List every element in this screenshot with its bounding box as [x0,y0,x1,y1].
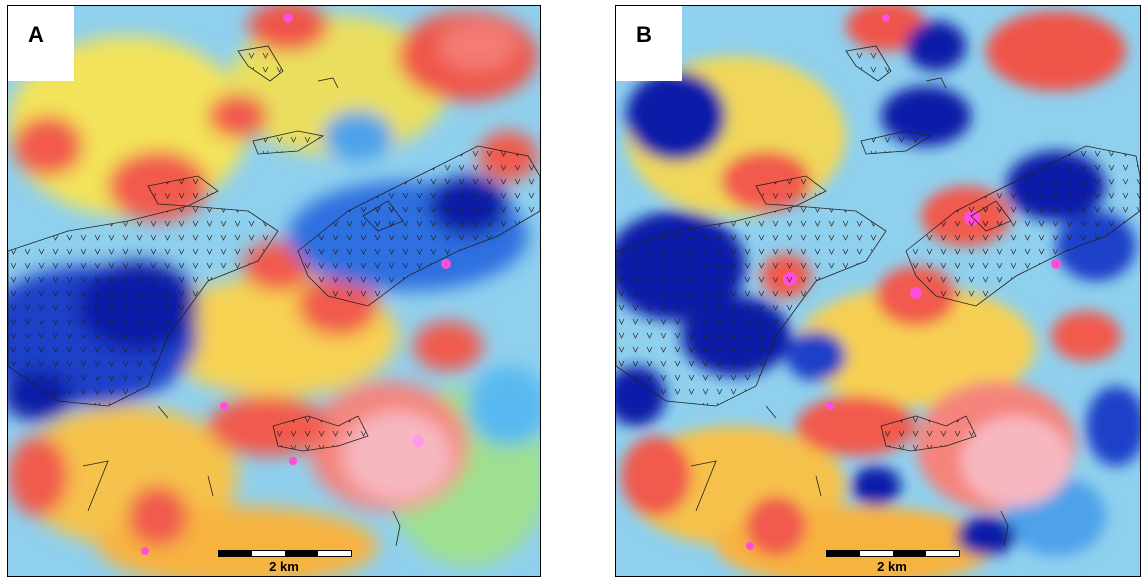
anomaly-peak [910,287,922,299]
anomaly-peak [882,14,890,22]
scale-bar: 2 km [826,548,960,574]
map-panel-a: A 2 km [7,5,541,577]
anomaly-peak [220,402,228,410]
anomaly-peak [141,547,149,555]
anomaly-map-a [8,6,540,576]
map-panel-b: B 2 km [615,5,1141,577]
anomaly-peak [283,13,293,23]
scale-bar-label: 2 km [269,559,299,574]
anomaly-map-b [616,6,1140,576]
anomaly-peak [746,542,754,550]
panel-label: B [636,22,652,47]
geology-outlines [8,45,540,452]
panel-label-box: B [616,6,682,81]
scale-bar-line [826,550,960,557]
scale-bar: 2 km [218,548,352,574]
panel-label: A [28,22,44,47]
geology-outlines [616,45,1140,452]
anomaly-peak [289,457,297,465]
anomaly-peak [1051,259,1061,269]
scale-bar-line [218,550,352,557]
anomaly-peak [412,435,424,447]
panel-label-box: A [8,6,74,81]
anomaly-peak [441,259,451,269]
anomaly-peak [826,402,834,410]
scale-bar-label: 2 km [877,559,907,574]
